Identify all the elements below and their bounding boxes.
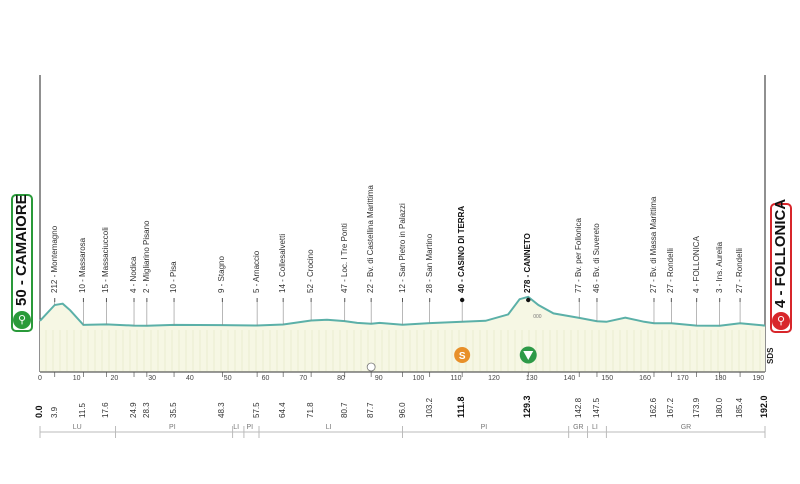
point-label: 77 - Bv. per Follonica: [574, 218, 584, 293]
km-label: 103.2: [424, 397, 434, 418]
start-label: 50 - CAMAIORE: [13, 194, 30, 306]
point-label: 46 - Bv. di Suvereto: [591, 223, 601, 293]
scale-tick-label: 150: [601, 375, 614, 382]
km-label: 162.6: [648, 397, 658, 418]
km-label: 48.3: [217, 402, 227, 418]
point-label: 52 - Crocino: [306, 249, 316, 293]
scale-tick-label: 100: [412, 375, 425, 382]
feed-zone-icon: [366, 362, 376, 372]
scale-tick-label: 140: [563, 375, 576, 382]
finish-label: 4 - FOLLONICA: [772, 198, 789, 308]
region-label: LI: [233, 424, 240, 431]
gpm-triangle-icon: [523, 351, 534, 360]
point-label: 4 - Nodica: [129, 256, 139, 293]
brand-logo: SDS: [766, 347, 775, 364]
point-label: 212 - Montemagno: [49, 225, 59, 293]
scale-tick-label: 90: [374, 375, 383, 382]
scale-tick-label: 70: [299, 375, 308, 382]
km-label: 147.5: [591, 397, 601, 418]
point-label: 10 - Massarosa: [78, 237, 88, 293]
km-label: 167.2: [666, 397, 676, 418]
point-label: 12 - San Pietro in Palazzi: [397, 203, 407, 293]
point-label: 3 - Ins. Aurelia: [714, 241, 724, 293]
point-label: 14 - Collesalvetti: [278, 233, 288, 293]
km-label: 96.0: [397, 402, 407, 418]
region-label: LU: [72, 424, 82, 431]
km-label: 87.7: [366, 402, 376, 418]
region-label: PI: [246, 424, 254, 431]
point-label: 4 - FOLLONICA: [691, 236, 701, 293]
point-label: 10 - Pisa: [169, 261, 179, 293]
point-label: 278 - CANNETO: [523, 233, 533, 293]
point-dot: [459, 297, 465, 303]
km-label: 11.5: [78, 403, 88, 418]
region-label: GR: [680, 424, 692, 431]
finish-box: [770, 203, 792, 333]
km-label: 28.3: [141, 402, 151, 418]
km-label: 64.4: [278, 402, 288, 418]
point-label: 28 - San Martino: [424, 233, 434, 293]
km-label: 185.4: [735, 397, 745, 418]
scale-tick-label: 180: [714, 375, 727, 382]
km-label: 35.5: [169, 402, 179, 418]
km-label: 0.0: [34, 405, 44, 418]
region-label: PI: [169, 424, 176, 431]
km-marker-text: 000: [533, 314, 542, 320]
region-label: PI: [480, 424, 488, 431]
km-label: 57.5: [252, 402, 262, 418]
km-label: 111.8: [456, 396, 467, 418]
region-label: LI: [591, 424, 598, 431]
start-box: [11, 194, 33, 332]
scale-tick-label: 40: [186, 375, 194, 382]
point-label: 40 - CASINO DI TERRA: [457, 205, 467, 293]
point-label: 2 - Migliarino Pisano: [141, 220, 151, 293]
scale-tick-label: 0: [38, 375, 42, 382]
profile-line: [39, 295, 766, 327]
scale-tick-label: 130: [525, 375, 538, 382]
scale-tick-label: 50: [223, 375, 232, 382]
km-label: 3.9: [49, 406, 59, 418]
point-label: 22 - Bv. di Castellina Marittima: [366, 185, 376, 293]
point-label: 5 - Arnaccio: [252, 250, 262, 293]
region-label: LI: [325, 424, 332, 431]
km-label: 192.0: [759, 395, 769, 418]
scale-tick-label: 60: [261, 375, 270, 382]
sprint-symbol: S: [459, 351, 466, 362]
scale-tick-label: 10: [72, 375, 81, 382]
km-label: 180.0: [714, 397, 724, 418]
sprint-marker: [454, 347, 471, 363]
scale-tick-label: 20: [110, 375, 119, 382]
scale-tick-label: 160: [639, 375, 651, 382]
km-label: 173.9: [691, 397, 701, 418]
point-label: 15 - Massaciuccoli: [101, 227, 111, 293]
scale-tick-label: 120: [488, 375, 500, 382]
km-label: 17.6: [101, 402, 111, 418]
km-label: 71.8: [306, 402, 316, 418]
point-label: 9 - Stagno: [217, 256, 227, 293]
start-bike-icon: ⚲: [13, 311, 31, 329]
km-label: 129.3: [522, 395, 533, 418]
km-label: 142.8: [574, 397, 584, 418]
finish-bike-icon: ⚲: [772, 312, 790, 330]
point-label: 47 - Loc. I Tre Ponti: [339, 223, 349, 293]
scale-tick-label: 170: [676, 375, 689, 382]
region-label: GR: [573, 424, 584, 431]
scale-tick-label: 30: [148, 375, 157, 382]
scale-tick-label: 80: [337, 375, 345, 382]
scale-tick-label: 110: [450, 375, 462, 382]
point-label: 27 - Rondelli: [735, 248, 745, 293]
point-label: 27 - Bv. di Massa Marittima: [648, 196, 658, 293]
km-label: 24.9: [129, 402, 139, 418]
point-dot: [526, 297, 531, 303]
scale-tick-label: 190: [752, 375, 765, 382]
km-label: 80.7: [339, 402, 349, 418]
point-label: 27 - Rondelli: [666, 248, 676, 293]
